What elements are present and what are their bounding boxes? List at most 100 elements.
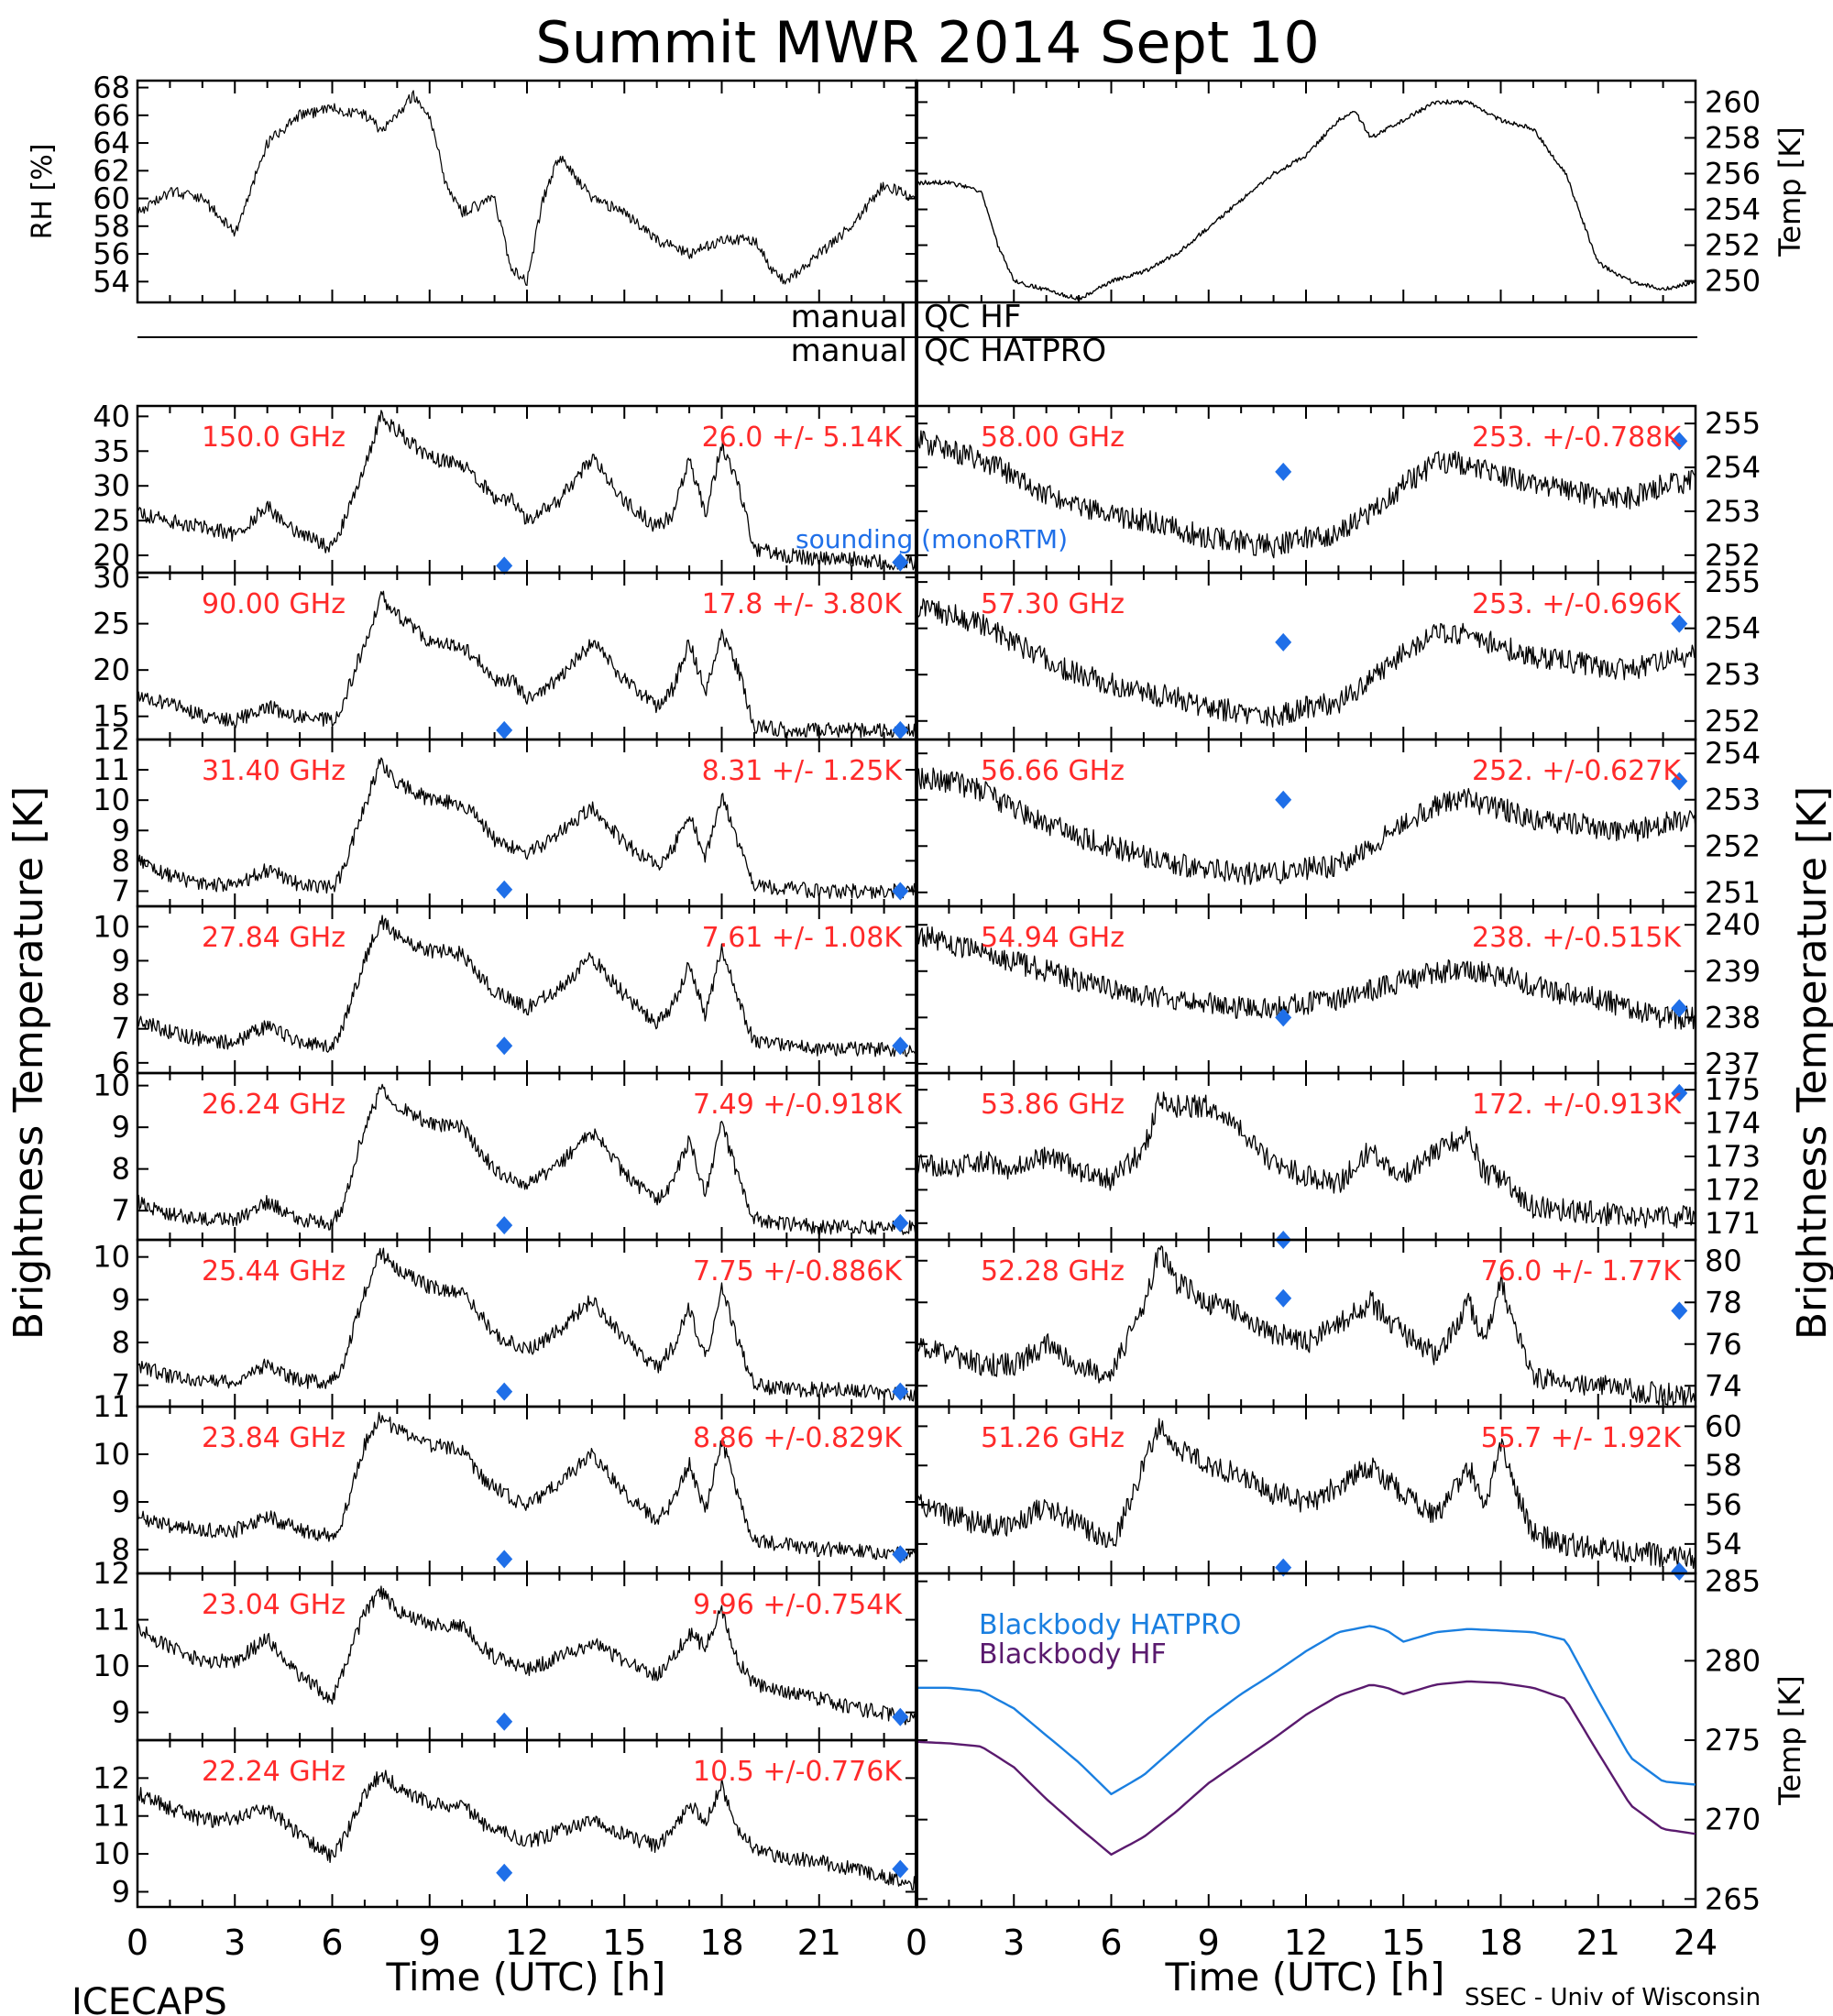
stats-label: 55.7 +/- 1.92K: [1481, 1422, 1683, 1454]
y-tick-label: 10: [93, 1836, 130, 1871]
y-tick-label: 20: [93, 652, 130, 687]
x-tick-label: 12: [505, 1923, 549, 1963]
x-tick-label: 21: [1576, 1923, 1620, 1963]
y-tick-label: 11: [93, 1603, 130, 1638]
y-tick-label: 275: [1705, 1723, 1761, 1758]
y-tick-label: 238: [1705, 1000, 1761, 1035]
data-line: [916, 430, 1696, 559]
y-tick-label: 255: [1705, 564, 1761, 599]
y-tick-label: 6: [112, 1046, 130, 1080]
y-tick-label: 9: [112, 943, 130, 978]
y-tick-label: 10: [93, 1437, 130, 1472]
data-line: [916, 99, 1696, 301]
plot-frame: [136, 79, 918, 304]
y-tick-label: 260: [1705, 84, 1761, 119]
panel-hat5126: 54 56 58 60 51.26 GHz 55.7 +/- 1.92K: [915, 1405, 1742, 1581]
sounding-point: [496, 556, 513, 575]
y-tick-label: 9: [112, 813, 130, 848]
y-tick-label: 12: [93, 1556, 130, 1591]
sounding-point: [496, 1863, 513, 1882]
y-tick-label: 254: [1705, 192, 1761, 227]
x-axis-label-left: Time (UTC) [h]: [386, 1955, 666, 2000]
left-y-axis-label: Brightness Temperature [K]: [5, 786, 52, 1340]
sounding-point: [1671, 614, 1688, 633]
y-tick-label: 68: [93, 71, 130, 105]
data-line: [137, 90, 917, 286]
stats-label: 17.8 +/- 3.80K: [702, 588, 904, 620]
frequency-label: 22.24 GHz: [202, 1756, 346, 1788]
stats-label: 8.86 +/-0.829K: [693, 1422, 903, 1454]
y-tick-label: 280: [1705, 1643, 1761, 1678]
x-tick-label: 0: [906, 1923, 927, 1963]
data-line: [137, 757, 917, 900]
y-tick-label: 172: [1705, 1172, 1761, 1207]
y-tick-label: 9: [112, 1282, 130, 1317]
y-tick-label: 252: [1705, 228, 1761, 263]
sounding-point: [892, 720, 909, 740]
y-tick-label: 253: [1705, 783, 1761, 817]
x-tick-label: 15: [1381, 1923, 1425, 1963]
y-tick-label: 58: [1705, 1448, 1742, 1483]
stats-label: 7.75 +/-0.886K: [693, 1255, 903, 1287]
legend-blackbody-hf: Blackbody HF: [979, 1638, 1167, 1671]
panel-bb: 265 270 275 280 285 Temp [K]: [915, 1564, 1807, 1916]
data-line: [916, 1245, 1696, 1407]
y-tick-label: 240: [1705, 907, 1761, 942]
y-tick-label: 251: [1705, 875, 1761, 910]
frequency-label: 53.86 GHz: [981, 1089, 1125, 1121]
frequency-label: 57.30 GHz: [981, 588, 1125, 620]
x-tick-label: 9: [1198, 1923, 1220, 1963]
sounding-point: [496, 720, 513, 740]
frequency-label: 27.84 GHz: [202, 922, 346, 954]
y-tick-label: 30: [93, 560, 130, 595]
series-line-blackbody-hf: [916, 1680, 1696, 1856]
y-tick-label: 25: [93, 607, 130, 641]
y-tick-label: 254: [1705, 611, 1761, 646]
y-tick-label: 78: [1705, 1285, 1742, 1320]
y-tick-label: 256: [1705, 156, 1761, 191]
panel-hat2544: 7 8 9 10 25.44 GHz 7.75 +/-0.886K: [93, 1238, 918, 1408]
frequency-label: 23.04 GHz: [202, 1589, 346, 1621]
data-line: [916, 766, 1696, 885]
x-tick-label: 18: [1478, 1923, 1522, 1963]
y-tick-label: 252: [1705, 704, 1761, 739]
y-tick-label: 35: [93, 433, 130, 468]
y-tick-label: 80: [1705, 1244, 1742, 1278]
sounding-point: [496, 1550, 513, 1569]
sounding-point: [892, 1213, 909, 1233]
y-tick-label: 252: [1705, 538, 1761, 573]
data-line: [916, 1418, 1696, 1570]
sounding-point: [1275, 1008, 1292, 1027]
y-tick-label: 11: [93, 1799, 130, 1834]
sounding-point: [496, 1382, 513, 1401]
stats-label: 172. +/-0.913K: [1472, 1089, 1682, 1121]
y-tick-label: 20: [93, 538, 130, 573]
frequency-label: 23.84 GHz: [202, 1422, 346, 1454]
sounding-point: [892, 1859, 909, 1879]
y-tick-label: 64: [93, 126, 130, 160]
data-line: [137, 1585, 917, 1726]
data-line: [137, 410, 917, 571]
stats-label: 252. +/-0.627K: [1472, 755, 1682, 787]
sounding-point: [496, 1216, 513, 1235]
sounding-point: [1275, 632, 1292, 652]
y-tick-label: 10: [93, 1649, 130, 1683]
panel-hat5730: 252 253 254 255 57.30 GHz 253. +/-0.696K: [915, 564, 1761, 741]
x-tick-label: 24: [1674, 1923, 1718, 1963]
y-tick-label: 253: [1705, 657, 1761, 692]
y-tick-label: 9: [112, 1695, 130, 1730]
y-tick-label: 254: [1705, 736, 1761, 771]
x-tick-label: 0: [126, 1923, 148, 1963]
y-tick-label: 10: [93, 783, 130, 817]
y-tick-label: 15: [93, 699, 130, 734]
y-tick-label: 40: [93, 399, 130, 433]
y-tick-label: 30: [93, 468, 130, 503]
stats-label: 7.61 +/- 1.08K: [702, 922, 904, 954]
y-tick-label: 7: [112, 1368, 130, 1403]
panel-hat5228: 74 76 78 80 52.28 GHz 76.0 +/- 1.77K: [915, 1238, 1742, 1408]
y-tick-label: 175: [1705, 1072, 1761, 1107]
series-line-blackbody-hatpro: [916, 1625, 1696, 1796]
sounding-point: [1671, 432, 1688, 451]
y-tick-label: 237: [1705, 1046, 1761, 1081]
